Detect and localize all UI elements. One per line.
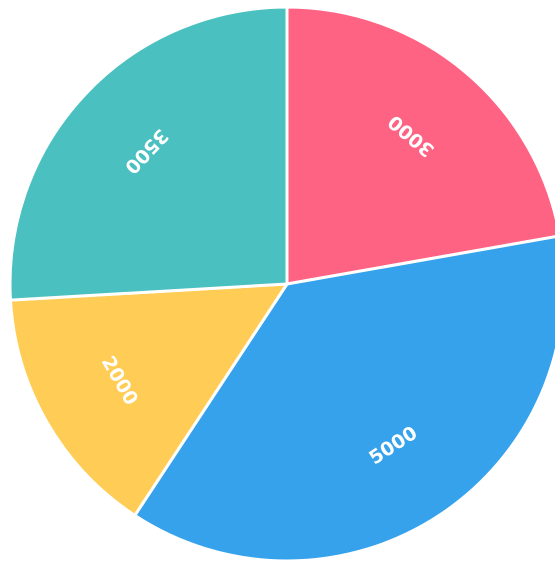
pie-slice [8,5,289,302]
pie-slice [132,235,555,561]
pie-slice [285,5,555,286]
pie-slice [8,282,290,518]
